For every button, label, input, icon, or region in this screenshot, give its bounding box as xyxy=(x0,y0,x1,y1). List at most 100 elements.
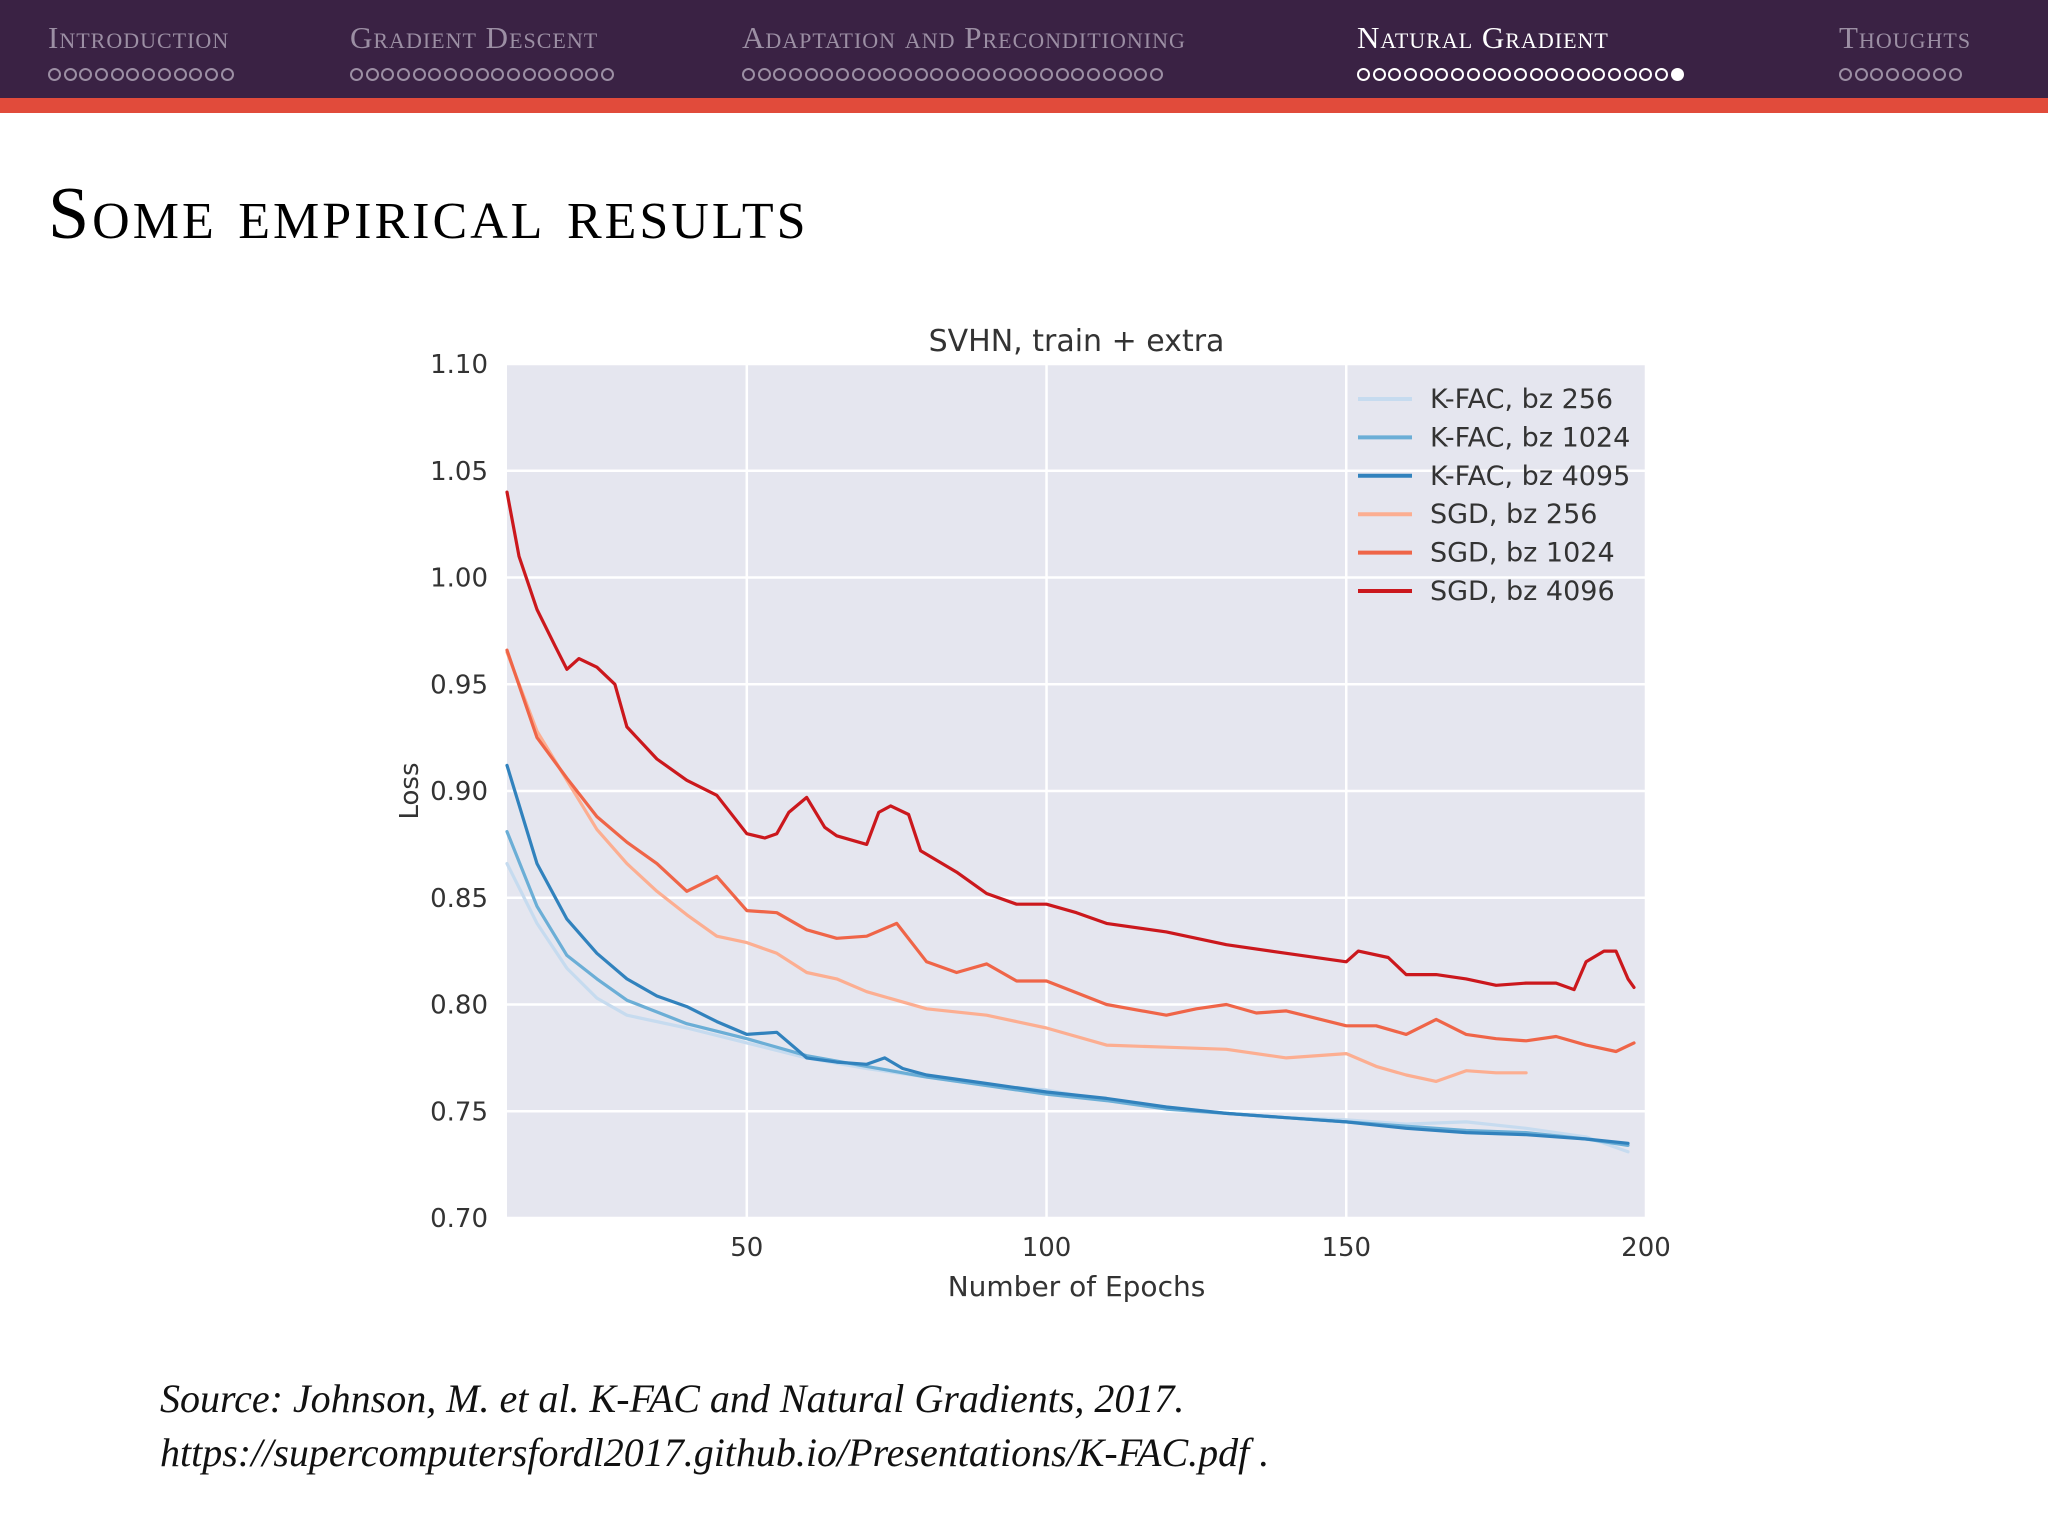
nav-dot[interactable] xyxy=(757,68,771,81)
nav-section[interactable]: Introduction xyxy=(48,20,236,84)
nav-dot[interactable] xyxy=(522,68,536,81)
nav-dot[interactable] xyxy=(350,68,363,81)
nav-dot[interactable] xyxy=(1498,68,1512,81)
nav-dot[interactable] xyxy=(961,68,975,81)
nav-dot[interactable] xyxy=(1482,68,1496,81)
nav-dot[interactable] xyxy=(412,68,426,81)
nav-slide-dots xyxy=(48,68,236,84)
nav-dot[interactable] xyxy=(538,68,552,81)
nav-dot[interactable] xyxy=(1839,68,1852,81)
nav-dot[interactable] xyxy=(1149,68,1163,81)
nav-dot[interactable] xyxy=(1055,68,1069,81)
nav-dot[interactable] xyxy=(930,68,944,81)
nav-dot[interactable] xyxy=(1008,68,1022,81)
slide-title: Some empirical results xyxy=(48,173,809,255)
nav-dot[interactable] xyxy=(1917,68,1931,81)
nav-dot[interactable] xyxy=(977,68,991,81)
nav-dot[interactable] xyxy=(126,68,140,81)
nav-dot[interactable] xyxy=(1451,68,1465,81)
nav-dot[interactable] xyxy=(1419,68,1433,81)
nav-dot[interactable] xyxy=(1529,68,1543,81)
nav-section[interactable]: Gradient Descent xyxy=(350,20,617,84)
nav-dot[interactable] xyxy=(204,68,218,81)
nav-dot[interactable] xyxy=(867,68,881,81)
nav-slide-dots xyxy=(1357,68,1686,84)
nav-dot[interactable] xyxy=(553,68,567,81)
nav-dot[interactable] xyxy=(945,68,959,81)
nav-dot[interactable] xyxy=(883,68,897,81)
nav-slide-dots xyxy=(1839,68,1971,84)
navigation-underline xyxy=(0,98,2048,113)
nav-section[interactable]: Adaptation and Preconditioning xyxy=(742,20,1186,84)
nav-dot[interactable] xyxy=(1357,68,1370,81)
nav-dot[interactable] xyxy=(1134,68,1148,81)
nav-dot[interactable] xyxy=(189,68,203,81)
nav-dot[interactable] xyxy=(1071,68,1085,81)
nav-dot[interactable] xyxy=(1901,68,1915,81)
nav-dot[interactable] xyxy=(506,68,520,81)
nav-dot[interactable] xyxy=(804,68,818,81)
nav-dot[interactable] xyxy=(397,68,411,81)
nav-dot[interactable] xyxy=(79,68,93,81)
nav-dot[interactable] xyxy=(63,68,77,81)
nav-dot[interactable] xyxy=(851,68,865,81)
nav-dot[interactable] xyxy=(1024,68,1038,81)
nav-dot[interactable] xyxy=(1592,68,1606,81)
nav-dot[interactable] xyxy=(1655,68,1669,81)
x-tick-label: 200 xyxy=(1621,1233,1671,1263)
nav-dot[interactable] xyxy=(789,68,803,81)
nav-dot[interactable] xyxy=(1118,68,1132,81)
nav-dot[interactable] xyxy=(475,68,489,81)
nav-dot[interactable] xyxy=(48,68,61,81)
nav-dot[interactable] xyxy=(142,68,156,81)
nav-dot[interactable] xyxy=(173,68,187,81)
nav-dot[interactable] xyxy=(1854,68,1868,81)
nav-dot[interactable] xyxy=(1466,68,1480,81)
nav-dot[interactable] xyxy=(444,68,458,81)
nav-dot[interactable] xyxy=(459,68,473,81)
source-url[interactable]: https://supercomputersfordl2017.github.i… xyxy=(160,1430,1270,1475)
nav-dot[interactable] xyxy=(95,68,109,81)
nav-dot[interactable] xyxy=(585,68,599,81)
x-tick-label: 150 xyxy=(1321,1233,1371,1263)
nav-dot[interactable] xyxy=(1435,68,1449,81)
nav-dot[interactable] xyxy=(1639,68,1653,81)
nav-dot-current[interactable] xyxy=(1670,68,1684,81)
nav-dot[interactable] xyxy=(1623,68,1637,81)
nav-dot[interactable] xyxy=(742,68,755,81)
nav-dot[interactable] xyxy=(1040,68,1054,81)
nav-dot[interactable] xyxy=(1513,68,1527,81)
nav-dot[interactable] xyxy=(1372,68,1386,81)
y-tick-label: 1.00 xyxy=(430,564,488,594)
nav-dot[interactable] xyxy=(569,68,583,81)
nav-dot[interactable] xyxy=(1870,68,1884,81)
nav-dot[interactable] xyxy=(428,68,442,81)
nav-dot[interactable] xyxy=(914,68,928,81)
nav-dot[interactable] xyxy=(1886,68,1900,81)
nav-dot[interactable] xyxy=(820,68,834,81)
loss-chart: 0.70 0.75 0.80 0.85 0.90 0.95 1.00 1.05 1.10 50 1… xyxy=(395,324,1671,1303)
nav-dot[interactable] xyxy=(836,68,850,81)
nav-dot[interactable] xyxy=(157,68,171,81)
nav-dot[interactable] xyxy=(110,68,124,81)
nav-dot[interactable] xyxy=(1933,68,1947,81)
nav-dot[interactable] xyxy=(773,68,787,81)
nav-dot[interactable] xyxy=(601,68,614,81)
nav-dot[interactable] xyxy=(1404,68,1418,81)
nav-dot[interactable] xyxy=(898,68,912,81)
nav-dot[interactable] xyxy=(1560,68,1574,81)
nav-dot[interactable] xyxy=(1102,68,1116,81)
nav-section[interactable]: Thoughts xyxy=(1839,20,1971,84)
nav-dot[interactable] xyxy=(1545,68,1559,81)
nav-dot[interactable] xyxy=(1608,68,1621,81)
nav-dot[interactable] xyxy=(993,68,1006,81)
nav-dot[interactable] xyxy=(1576,68,1590,81)
nav-dot[interactable] xyxy=(1087,68,1101,81)
nav-dot[interactable] xyxy=(365,68,379,81)
nav-dot[interactable] xyxy=(491,68,505,81)
nav-dot[interactable] xyxy=(1388,68,1402,81)
nav-section[interactable]: Natural Gradient xyxy=(1357,20,1686,84)
nav-dot[interactable] xyxy=(220,68,234,81)
nav-dot[interactable] xyxy=(1948,68,1962,81)
nav-dot[interactable] xyxy=(381,68,395,81)
